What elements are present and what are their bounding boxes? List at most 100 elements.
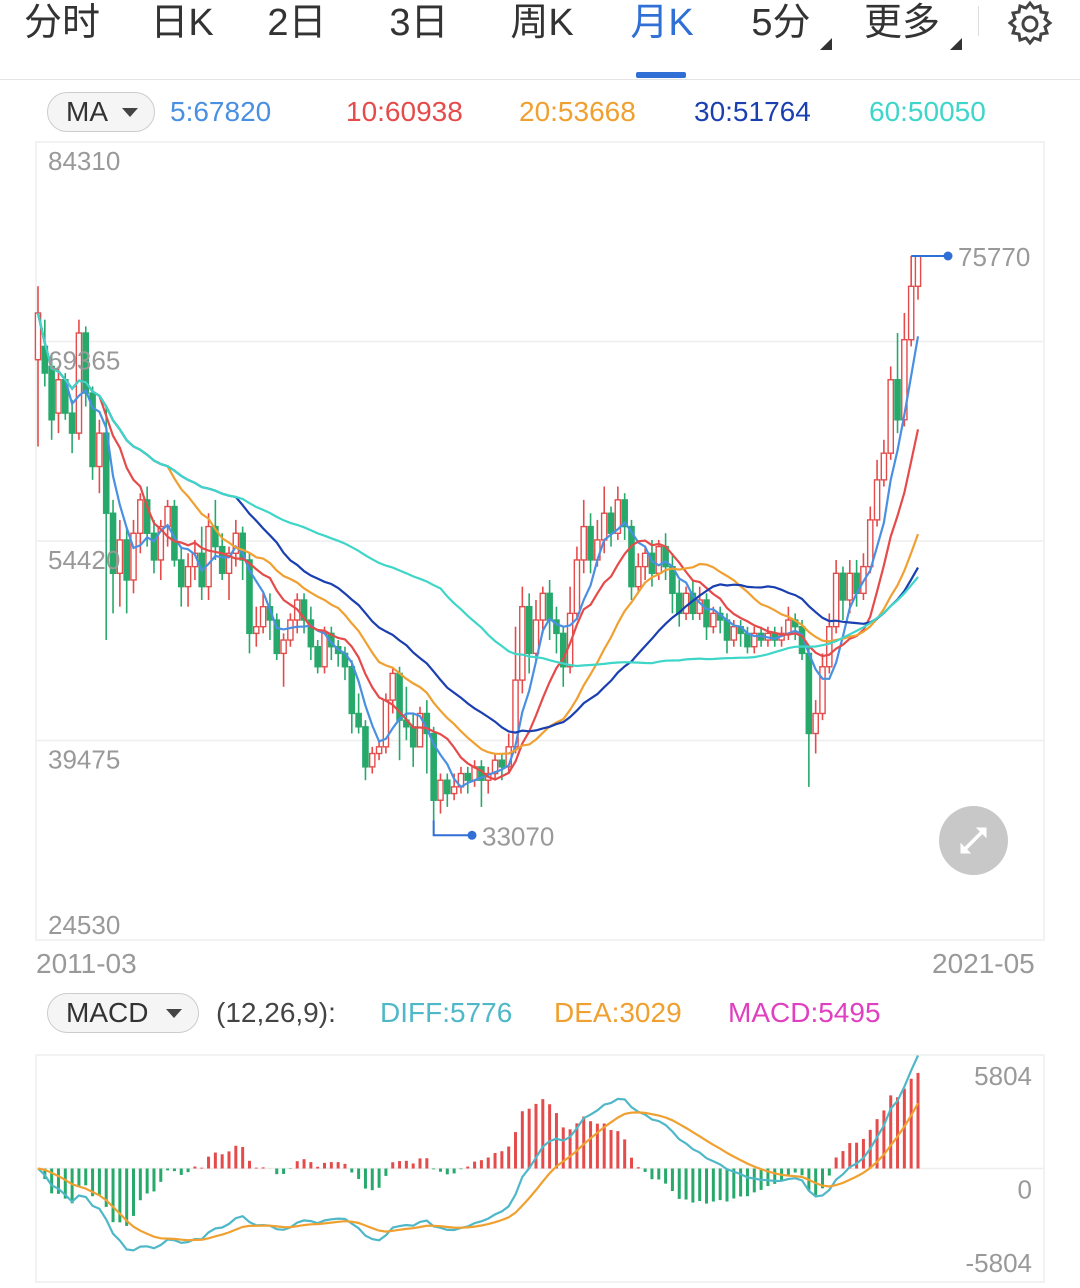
candle-body [832,572,840,628]
macd-tick-label: 0 [1018,1175,1032,1205]
candle-body [887,379,895,454]
candle-body [580,525,588,561]
candle-body [607,512,615,534]
candle-body [389,672,397,701]
ma60-legend: 60:50050 [869,96,986,127]
chart-grid [35,141,1045,941]
ma-selector-label: MA [66,96,108,127]
tab-5-min[interactable]: 5分 [744,0,832,80]
ma20-legend: 20:53668 [519,96,636,127]
macd-chart: 5804 0 -5804 [35,1054,1045,1283]
macd-tick-label: -5804 [966,1248,1033,1278]
ma20-line [36,312,920,755]
candle-body [430,732,437,801]
candle-body [239,532,246,561]
tab-more-label: 更多 [863,2,940,44]
candle-body [143,499,151,534]
candle-body [409,726,417,748]
dropdown-corner-icon [950,38,962,50]
candle-body [368,752,376,768]
candle-body [164,505,171,528]
candle-body [839,572,847,601]
macd-diff-legend: DIFF:5776 [380,997,513,1028]
ma10-line [36,312,920,781]
candle-body [914,255,922,288]
candle-body [621,499,628,528]
candle-body [355,712,362,728]
candle-body [321,632,328,668]
dropdown-corner-icon [820,38,832,50]
price-tick-label: 39475 [48,745,120,775]
tab-daily-k[interactable]: 日K [150,2,214,44]
low-marker-dot [467,830,477,840]
candle-body [532,619,540,655]
candle-body [273,619,281,655]
candle-body [307,619,315,648]
tab-monthly-k[interactable]: 月K [630,2,694,44]
candle-body [280,639,287,655]
macd-selector-label: MACD [66,997,149,1028]
candle-body [846,572,854,601]
candle-body [525,605,533,655]
high-marker-dot [943,251,953,261]
gear-icon[interactable] [1006,0,1054,48]
candle-body [450,786,458,795]
ma10-legend: 10:60938 [346,96,463,127]
fullscreen-button[interactable] [939,806,1008,875]
candle-body [880,452,888,481]
macd-dea-legend: DEA:3029 [554,997,682,1028]
candle-body [348,666,356,715]
candle-body [137,499,144,534]
candle-body [723,619,731,641]
tab-2-day[interactable]: 2日 [267,2,327,44]
tab-intraday[interactable]: 分时 [23,2,100,44]
candle-body [805,652,813,735]
tab-3-day[interactable]: 3日 [389,2,449,44]
candle-body [894,379,901,421]
candle-body [123,539,130,581]
chevron-down-icon [122,108,138,117]
candle-body [907,285,915,341]
candle-body [225,552,233,575]
price-tick-label: 84310 [48,146,120,176]
candle-body [539,592,547,621]
candle-body [464,772,472,781]
candle-body [218,545,226,575]
candle-body [682,592,690,615]
candle-body [587,525,594,561]
candle-body [519,605,526,681]
candle-body [573,559,581,615]
candle-body [314,646,321,668]
candle-body [300,599,308,621]
macd-indicator-selector[interactable]: MACD [47,993,199,1033]
candle-body [184,565,192,588]
high-low-markers: 75770 33070 [432,242,1030,851]
candle-body [785,619,792,635]
candle-body [68,412,76,434]
candle-body [444,779,451,795]
candle-body [819,666,826,715]
candle-body [96,432,103,468]
tab-weekly-k[interactable]: 周K [510,2,574,44]
price-tick-label: 69365 [48,346,120,376]
price-axis-labels: 84310 69365 54420 39475 24530 [48,146,120,940]
macd-dea-line [37,1102,919,1242]
candle-body [826,626,833,668]
ma30-legend: 30:51764 [694,96,811,127]
tab-more[interactable]: 更多 [856,0,962,80]
moving-average-lines [36,312,920,789]
candle-body [553,619,560,635]
candle-body [150,532,158,561]
ma60-line [36,312,919,668]
candle-body [287,619,294,641]
candle-body [812,712,819,735]
candle-body [546,592,553,621]
macd-tick-label: 5804 [974,1061,1032,1091]
ma-indicator-selector[interactable]: MA [47,92,155,132]
candle-body [109,512,117,575]
candle-body [212,525,219,548]
candle-body [416,712,424,748]
low-marker-label: 33070 [482,821,554,851]
macd-value-legend: MACD:5495 [728,997,881,1028]
